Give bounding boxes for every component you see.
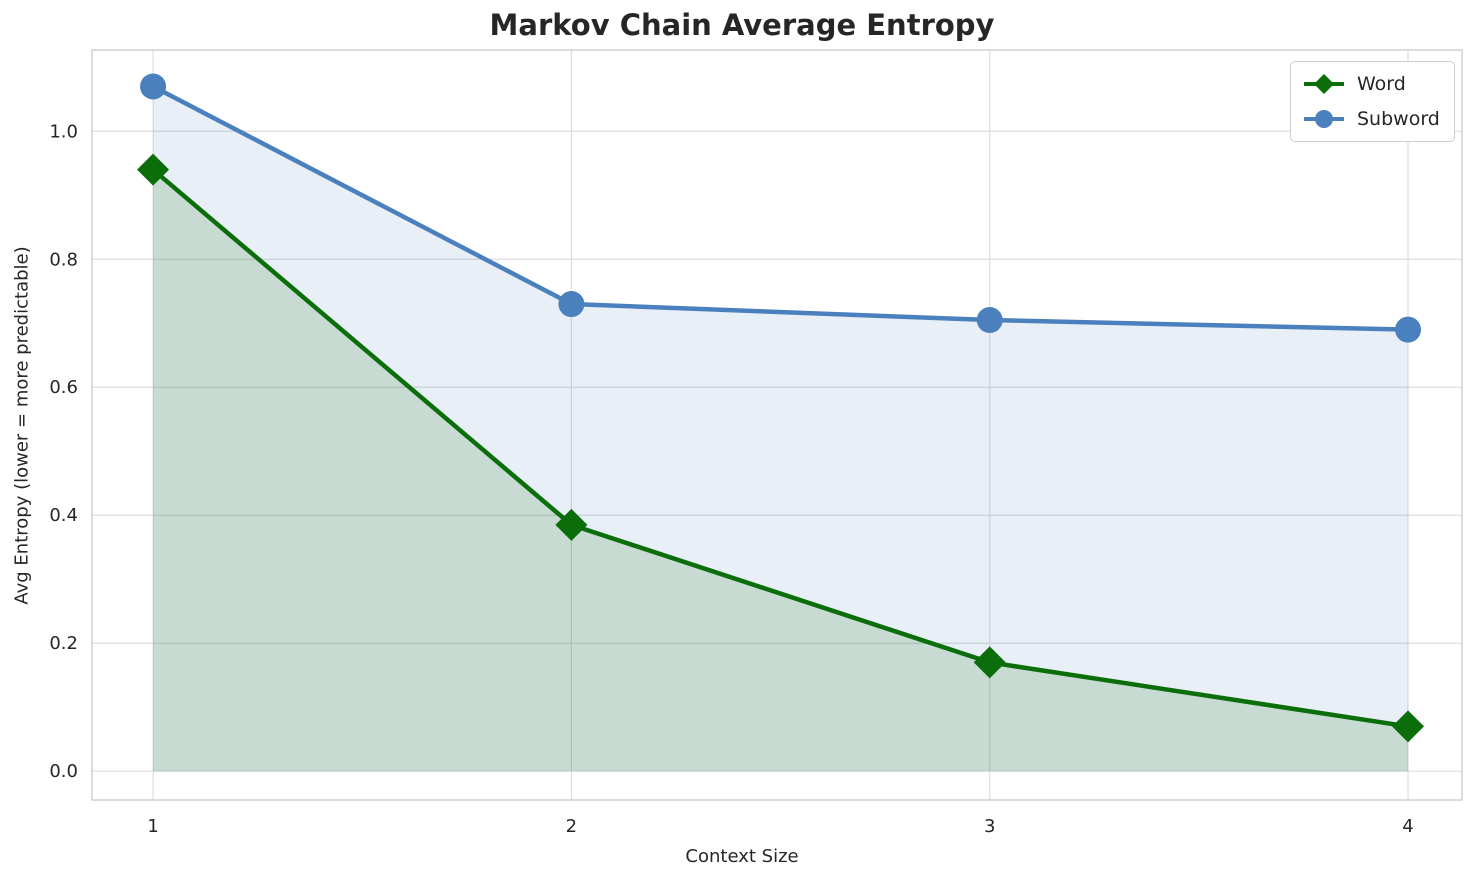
word-marker	[137, 153, 170, 186]
chart-title: Markov Chain Average Entropy	[489, 8, 995, 42]
y-tick-label: 0.4	[49, 505, 78, 526]
diamond-marker-icon	[1314, 74, 1334, 94]
subword-marker	[140, 73, 167, 100]
x-tick-label: 3	[984, 816, 995, 837]
axes-frame	[91, 49, 1463, 801]
subword-area-fill	[153, 86, 1409, 772]
y-tick-label: 1.0	[49, 121, 78, 142]
x-tick-label: 4	[1402, 816, 1413, 837]
word-marker	[973, 646, 1006, 679]
x-tick-label: 2	[566, 816, 577, 837]
y-axis-label: Avg Entropy (lower = more predictable)	[11, 246, 33, 605]
subword-line	[150, 84, 1411, 332]
y-tick-label: 0.0	[49, 761, 78, 782]
y-tick-label: 0.6	[49, 377, 78, 398]
word-area-fill	[153, 169, 1409, 772]
word-series-swatch	[1304, 74, 1344, 94]
x-axis-label: Context Size	[685, 846, 799, 867]
subword-series-swatch	[1304, 110, 1344, 128]
x-tick-label: 1	[147, 816, 158, 837]
subword-marker	[976, 307, 1003, 334]
word-marker	[1392, 710, 1425, 743]
word-marker	[555, 508, 588, 541]
subword-marker	[1395, 316, 1422, 343]
circle-marker-icon	[1315, 110, 1333, 128]
legend-label-word: Word	[1357, 73, 1406, 95]
legend-label-subword: Subword	[1357, 108, 1440, 130]
legend-item-word: Word	[1301, 71, 1440, 97]
legend-item-subword: Subword	[1301, 106, 1440, 132]
legend: Word Subword	[1290, 61, 1455, 142]
word-line	[150, 167, 1411, 729]
subword-marker	[558, 291, 585, 318]
y-tick-label: 0.8	[49, 249, 78, 270]
y-tick-label: 0.2	[49, 633, 78, 654]
